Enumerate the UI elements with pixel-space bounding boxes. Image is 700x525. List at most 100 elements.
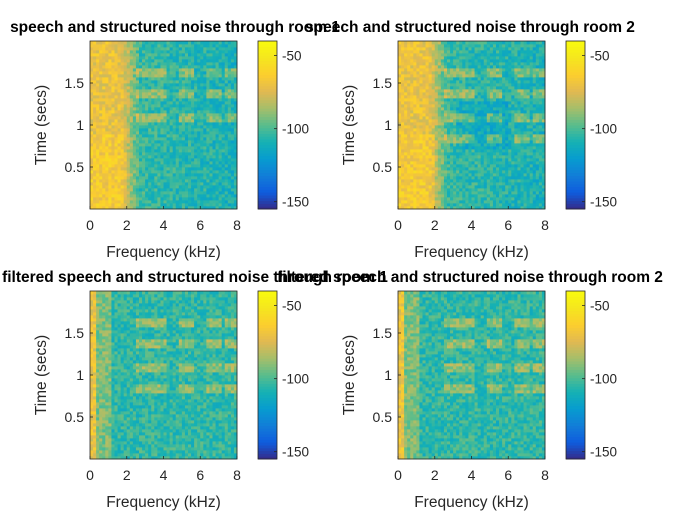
spectrogram-cell (200, 80, 204, 84)
spectrogram-cell (233, 44, 238, 48)
spectrogram-cell (437, 44, 442, 48)
spectrogram-cell (188, 185, 192, 189)
spectrogram-cell (206, 65, 210, 69)
spectrogram-cell (197, 125, 201, 129)
spectrogram-cell (413, 104, 417, 108)
spectrogram-cell (462, 128, 466, 132)
spectrogram-cell (135, 80, 140, 84)
spectrogram-cell (407, 167, 411, 171)
spectrogram-cell (462, 113, 466, 117)
colorbar-segment (258, 150, 277, 154)
spectrogram-cell (410, 191, 414, 195)
spectrogram-cell (401, 191, 405, 195)
spectrogram-cell (419, 152, 423, 156)
spectrogram-cell (215, 185, 220, 189)
spectrogram-cell (230, 122, 235, 126)
spectrogram-cell (468, 191, 472, 195)
spectrogram-cell (197, 122, 201, 126)
spectrogram-cell (117, 125, 122, 129)
spectrogram-cell (410, 71, 414, 75)
spectrogram-cell (169, 41, 174, 45)
spectrogram-cell (434, 164, 439, 168)
spectrogram-cell (212, 194, 216, 198)
spectrogram-cell (178, 197, 183, 201)
spectrogram-cell (422, 149, 426, 153)
spectrogram-cell (434, 155, 439, 159)
spectrogram-cell (499, 119, 503, 123)
spectrogram-cell (407, 149, 411, 153)
spectrogram-cell (105, 158, 109, 162)
spectrogram-cell (157, 62, 161, 66)
spectrogram-cell (206, 122, 210, 126)
spectrogram-cell (230, 125, 235, 129)
spectrogram-cell (233, 191, 238, 195)
spectrogram-cell (142, 152, 146, 156)
spectrogram-cell (471, 56, 475, 60)
spectrogram-cell (410, 185, 414, 189)
spectrogram-cell (188, 44, 192, 48)
spectrogram-cell (120, 194, 125, 198)
spectrogram-cell (102, 122, 106, 126)
spectrogram-cell (447, 122, 451, 126)
spectrogram-cell (508, 104, 512, 108)
spectrogram-cell (456, 56, 460, 60)
spectrogram-cell (145, 98, 149, 102)
spectrogram-cell (163, 197, 167, 201)
spectrogram-cell (114, 200, 118, 204)
spectrogram-cell (90, 89, 94, 93)
spectrogram-cell (212, 56, 216, 60)
spectrogram-cell (154, 194, 158, 198)
spectrogram-cell (129, 53, 134, 57)
spectrogram-cell (428, 110, 433, 114)
spectrogram-cell (212, 83, 216, 87)
spectrogram-cell (209, 41, 213, 45)
spectrogram-cell (508, 200, 512, 204)
spectrogram-cell (471, 119, 475, 123)
spectrogram-cell (191, 125, 195, 129)
spectrogram-cell (422, 197, 426, 201)
spectrogram-cell (471, 197, 475, 201)
spectrogram-cell (230, 164, 235, 168)
spectrogram-cell (178, 89, 183, 93)
spectrogram-cell (105, 131, 109, 135)
spectrogram-cell (474, 197, 479, 201)
spectrogram-cell (108, 176, 112, 180)
spectrogram-cell (422, 206, 426, 210)
spectrogram-cell (477, 185, 482, 189)
spectrogram-cell (227, 149, 232, 153)
spectrogram-cell (151, 98, 155, 102)
spectrogram-cell (90, 179, 94, 183)
spectrogram-cell (172, 53, 177, 57)
spectrogram-cell (450, 74, 454, 78)
spectrogram-cell (499, 164, 503, 168)
spectrogram-cell (422, 101, 426, 105)
spectrogram-cell (132, 50, 137, 54)
spectrogram-cell (468, 50, 472, 54)
spectrogram-cell (96, 62, 100, 66)
spectrogram-cell (218, 170, 223, 174)
spectrogram-cell (453, 83, 457, 87)
spectrogram-cell (221, 158, 226, 162)
spectrogram-cell (517, 203, 521, 207)
spectrogram-cell (129, 161, 134, 165)
spectrogram-cell (184, 101, 189, 105)
spectrogram-cell (120, 92, 125, 96)
spectrogram-cell (221, 71, 226, 75)
spectrogram-cell (410, 149, 414, 153)
spectrogram-cell (212, 65, 216, 69)
spectrogram-cell (483, 155, 488, 159)
spectrogram-cell (398, 80, 402, 84)
spectrogram-cell (496, 50, 500, 54)
spectrogram-cell (102, 167, 106, 171)
spectrogram-cell (93, 164, 97, 168)
spectrogram-cell (181, 119, 186, 123)
spectrogram-cell (111, 101, 115, 105)
spectrogram-cell (114, 71, 118, 75)
spectrogram-cell (230, 131, 235, 135)
spectrogram-cell (227, 65, 232, 69)
spectrogram-cell (416, 152, 420, 156)
spectrogram-cell (462, 101, 466, 105)
spectrogram-cell (404, 152, 408, 156)
spectrogram-cell (108, 116, 112, 120)
spectrogram-cell (209, 149, 213, 153)
